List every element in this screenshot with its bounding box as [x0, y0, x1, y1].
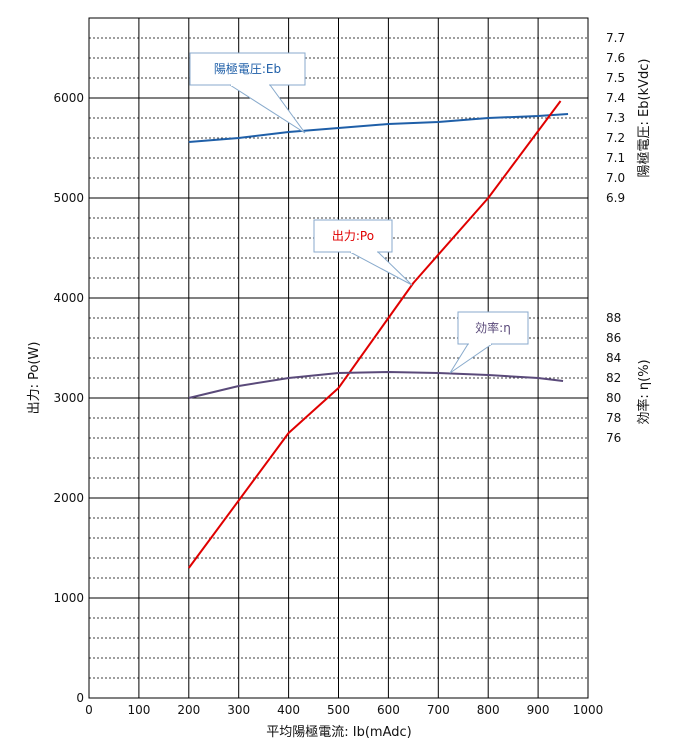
x-tick-label: 500 [327, 703, 350, 717]
y-right-top-tick-label: 7.5 [606, 71, 625, 85]
callout-label: 陽極電圧:Eb [214, 61, 281, 76]
y-left-tick-label: 0 [76, 691, 84, 705]
x-tick-label: 900 [527, 703, 550, 717]
x-tick-label: 800 [477, 703, 500, 717]
y-right-bottom-tick-label: 82 [606, 371, 621, 385]
y-left-axis-title: 出力: Po(W) [27, 342, 42, 415]
x-tick-label: 0 [85, 703, 93, 717]
x-tick-label: 600 [377, 703, 400, 717]
x-tick-label: 700 [427, 703, 450, 717]
y-left-tick-label: 5000 [53, 191, 84, 205]
x-tick-label: 400 [277, 703, 300, 717]
y-right-top-tick-label: 7.0 [606, 171, 625, 185]
callout-box [457, 311, 529, 345]
y-left-tick-label: 6000 [53, 91, 84, 105]
callout-pointer [449, 343, 494, 374]
y-right-bottom-tick-label: 76 [606, 431, 621, 445]
y-right-bottom-tick-label: 88 [606, 311, 621, 325]
callout-box [313, 219, 393, 253]
series-line-0 [188, 113, 569, 143]
x-tick-label: 300 [227, 703, 250, 717]
tick-labels: 0 100 200 300 400 500 600 700 800 900 1000 0 1000 200… [53, 31, 625, 717]
callout-box [189, 52, 306, 86]
callout-pointer [228, 84, 306, 134]
y-right-bottom-tick-label: 78 [606, 411, 621, 425]
series-line-2 [188, 371, 564, 399]
y-right-bottom-tick-label: 84 [606, 351, 621, 365]
callout-pointer [349, 251, 413, 286]
grid-lines [88, 17, 589, 699]
y-right-top-tick-label: 6.9 [606, 191, 625, 205]
series-line-1 [187, 100, 562, 569]
y-right-bottom-tick-label: 86 [606, 331, 621, 345]
y-right-top-tick-label: 7.1 [606, 151, 625, 165]
series-lines [187, 100, 569, 569]
y-left-tick-label: 3000 [53, 391, 84, 405]
y-right-top-tick-label: 7.6 [606, 51, 625, 65]
y-right-bottom-axis-title: 効率: η(%) [636, 359, 652, 424]
callout-2: 効率:η [449, 311, 529, 374]
callout-1: 出力:Po [313, 219, 413, 286]
y-right-top-tick-label: 7.3 [606, 111, 625, 125]
x-tick-label: 1000 [573, 703, 604, 717]
callout-label: 効率:η [475, 320, 511, 335]
x-tick-label: 200 [177, 703, 200, 717]
callout-0: 陽極電圧:Eb [189, 52, 306, 134]
x-axis-title: 平均陽極電流: Ib(mAdc) [266, 724, 411, 740]
y-right-top-axis-title: 陽極電圧: Eb(kVdc) [636, 59, 652, 178]
y-left-tick-label: 2000 [53, 491, 84, 505]
callout-label: 出力:Po [332, 229, 374, 243]
x-tick-label: 100 [127, 703, 150, 717]
y-left-tick-label: 4000 [53, 291, 84, 305]
series-callouts: 陽極電圧:Eb 出力:Po 効率:η [189, 52, 529, 374]
y-right-bottom-tick-label: 80 [606, 391, 621, 405]
y-left-tick-label: 1000 [53, 591, 84, 605]
plot-frame [88, 17, 589, 699]
y-right-top-tick-label: 7.7 [606, 31, 625, 45]
y-right-top-tick-label: 7.2 [606, 131, 625, 145]
y-right-top-tick-label: 7.4 [606, 91, 625, 105]
